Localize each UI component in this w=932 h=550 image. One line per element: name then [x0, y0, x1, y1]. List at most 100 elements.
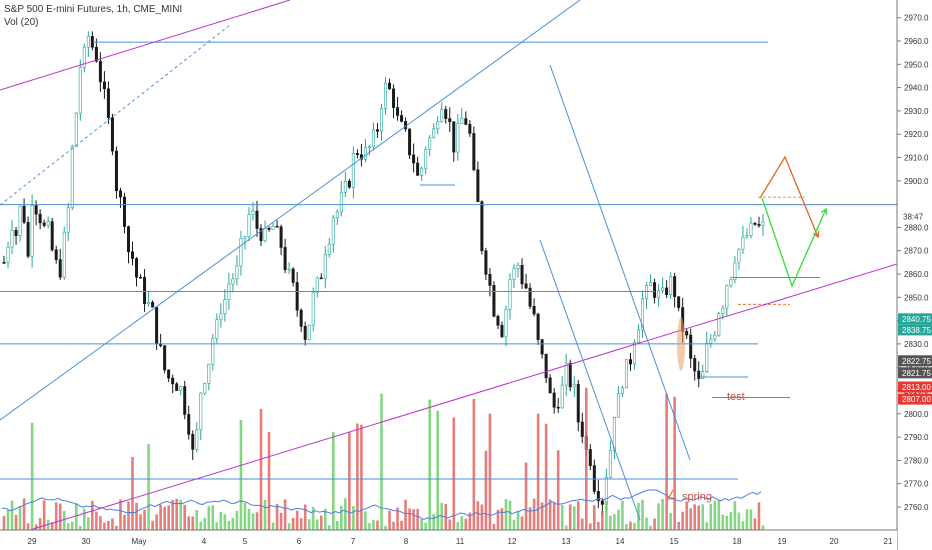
volume-bar-up: [508, 500, 512, 530]
volume-bar-down: [520, 516, 524, 530]
volume-bar-up: [199, 521, 203, 530]
volume-bar-up: [70, 521, 74, 530]
candle-down: [187, 414, 191, 435]
volume-bar-down: [404, 499, 407, 530]
candle-down: [114, 150, 118, 192]
candle-down: [592, 465, 596, 492]
candle-up: [713, 334, 717, 340]
candle-up: [379, 108, 383, 132]
volume-bar-up: [352, 506, 355, 530]
volume-bar-up: [633, 523, 636, 530]
price-tick-label: 2800.0: [904, 410, 929, 419]
time-tick-label: 7: [351, 537, 356, 546]
volume-bar-down: [299, 518, 303, 530]
candle-down: [175, 383, 179, 391]
candle-down: [480, 201, 484, 252]
magenta-lower-channel: [29, 263, 897, 530]
volume-bar-down: [34, 524, 38, 530]
candle-up: [315, 277, 319, 294]
candle-up: [608, 450, 612, 478]
volume-bar-up: [211, 505, 215, 530]
volume-bar-down: [38, 518, 42, 530]
volume-bar-up: [18, 505, 22, 530]
candle-down: [279, 226, 283, 248]
volume-bar-up: [368, 523, 371, 530]
candle-down: [163, 345, 167, 371]
candle-down: [191, 433, 195, 450]
volume-bar-down: [115, 525, 118, 530]
volume-bar-up: [564, 525, 568, 530]
red-price-label-bg: [898, 381, 932, 393]
volume-bar-down: [392, 521, 395, 530]
candle-down: [665, 287, 669, 295]
candle-up: [749, 222, 753, 236]
candle-down: [757, 224, 761, 226]
price-tick-label: 2850.0: [904, 293, 929, 302]
candle-down: [34, 205, 38, 215]
candle-up: [624, 359, 628, 389]
candle-up: [745, 235, 749, 238]
volume-bar-down: [472, 398, 476, 530]
volume-bar-down: [757, 502, 761, 530]
countdown-label: 38:47: [903, 213, 924, 222]
candle-down: [155, 306, 159, 345]
blue-falling-trendline: [549, 64, 691, 461]
volume-bar-up: [432, 513, 435, 530]
volume-bar-down: [58, 503, 62, 530]
volume-bar-up: [617, 509, 620, 530]
blue-falling-trendline: [539, 239, 641, 521]
candle-up: [512, 268, 516, 280]
candle-down: [396, 107, 400, 116]
volume-bar-up: [231, 517, 235, 530]
teal-price-label: 2838.75: [902, 326, 931, 335]
candle-down: [464, 118, 468, 125]
volume-bar-up: [66, 523, 70, 530]
volume-bar-down: [697, 505, 701, 530]
candle-down: [452, 121, 456, 153]
candle-up: [721, 307, 725, 315]
volume-bar-up: [46, 520, 50, 530]
volume-bar-up: [737, 512, 741, 530]
candle-up: [761, 221, 765, 226]
volume-bar-down: [548, 499, 552, 530]
volume-bar-up: [247, 508, 251, 530]
volume-bar-up: [195, 510, 199, 530]
volume-bar-up: [235, 510, 239, 530]
price-tick-label: 2940.0: [904, 84, 929, 93]
time-tick-label: 18: [733, 537, 742, 546]
teal-price-label-bg: [898, 324, 932, 336]
red-price-label-bg: [898, 393, 932, 405]
candle-up: [287, 268, 291, 271]
candle-up: [729, 279, 733, 286]
volume-bar-down: [400, 520, 403, 530]
candle-down: [484, 250, 488, 275]
volume-bar-up: [327, 525, 331, 530]
volume-bar-up: [219, 511, 223, 530]
volume-bar-down: [127, 501, 130, 530]
volume-bar-down: [159, 504, 162, 530]
candle-up: [86, 36, 90, 48]
candle-up: [701, 371, 705, 379]
volume-bar-down: [91, 500, 94, 530]
volume-bar-down: [95, 511, 98, 530]
volume-bar-up: [436, 410, 440, 530]
price-tick-label: 2920.0: [904, 130, 929, 139]
candle-down: [472, 133, 476, 171]
candle-down: [524, 283, 528, 289]
volume-bar-down: [107, 520, 110, 530]
volume-bar-up: [709, 503, 713, 530]
volume-bar-up: [560, 504, 564, 530]
candle-up: [231, 278, 235, 285]
candle-up: [717, 313, 721, 336]
candle-down: [488, 273, 492, 286]
candle-down: [143, 276, 147, 305]
volume-bar-down: [468, 512, 472, 530]
teal-price-label-bg: [898, 313, 932, 325]
volume-bar-up: [83, 508, 86, 530]
volume-bar-up: [733, 500, 737, 530]
candle-up: [219, 313, 223, 320]
candle-up: [641, 298, 645, 331]
time-tick-label: May: [131, 537, 146, 546]
candle-up: [572, 383, 576, 388]
